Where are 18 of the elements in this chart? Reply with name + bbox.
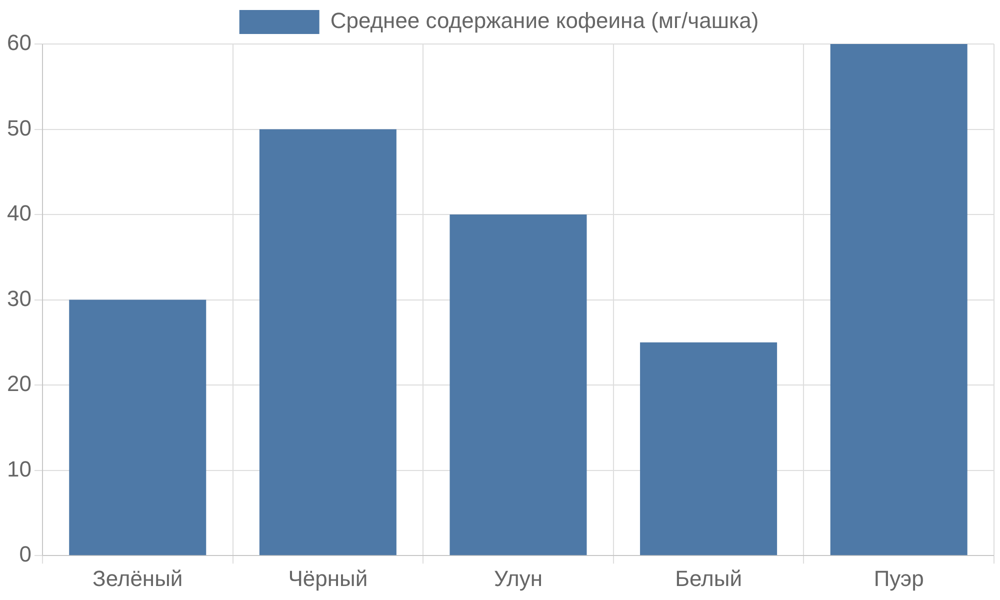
bar [450,214,587,556]
bar [259,129,396,556]
bar [830,44,968,556]
x-tick-label: Чёрный [288,566,368,591]
y-tick-label: 0 [19,542,32,567]
x-tick-label: Улун [494,566,542,591]
legend-label: Среднее содержание кофеина (мг/чашка) [330,8,759,34]
x-tick-label: Зелёный [92,566,183,591]
y-tick-label: 40 [6,200,32,226]
bar [640,342,778,556]
y-tick-label: 30 [6,286,32,311]
x-tick-label: Пуэр [874,566,924,591]
y-tick-label: 60 [6,30,32,56]
bar [69,300,206,556]
y-tick-label: 50 [6,115,32,140]
y-tick-label: 10 [6,456,32,482]
x-tick-label: Белый [675,566,742,591]
y-tick-label: 20 [6,371,32,396]
